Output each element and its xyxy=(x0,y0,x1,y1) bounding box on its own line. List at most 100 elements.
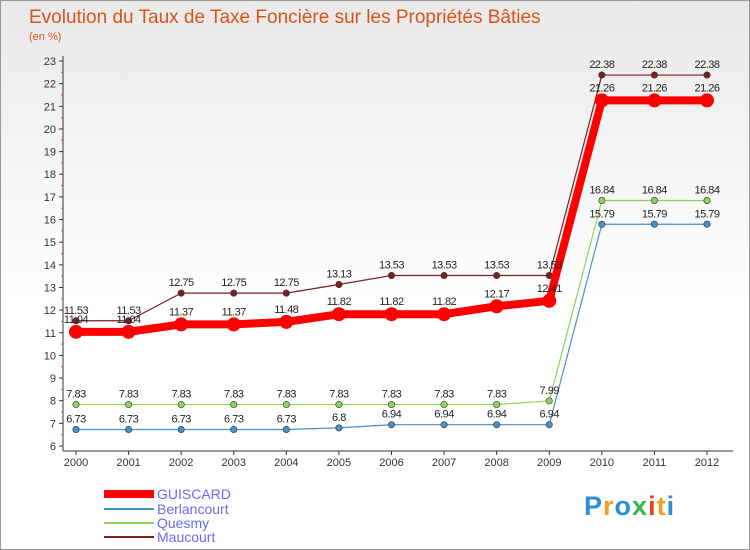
y-tick-label: 6 xyxy=(50,441,56,453)
data-label-maucourt: 13.53 xyxy=(379,259,404,271)
data-label-maucourt: 22.38 xyxy=(694,59,719,71)
data-label-berlancourt: 6.73 xyxy=(119,413,139,425)
y-tick-label: 8 xyxy=(50,396,56,408)
data-point-quesmy xyxy=(703,197,711,205)
data-point-guiscard xyxy=(279,314,294,329)
legend-item-quesmy[interactable]: Quesmy xyxy=(104,515,210,531)
x-tick-label: 2005 xyxy=(327,457,351,469)
y-tick-label: 13 xyxy=(44,282,56,294)
data-point-berlancourt xyxy=(230,425,238,433)
data-point-maucourt xyxy=(440,271,448,279)
data-label-quesmy: 7.99 xyxy=(540,385,560,397)
data-label-berlancourt: 6.94 xyxy=(382,409,402,421)
legend-label: Maucourt xyxy=(157,529,216,545)
logo-letter: P xyxy=(584,491,604,521)
legend-swatch-maucourt xyxy=(104,536,154,538)
data-label-quesmy: 7.83 xyxy=(277,389,297,401)
data-point-berlancourt xyxy=(598,220,606,228)
data-point-maucourt xyxy=(493,271,501,279)
data-label-berlancourt: 6.73 xyxy=(224,413,244,425)
data-label-maucourt: 12.75 xyxy=(274,277,299,289)
data-label-quesmy: 16.84 xyxy=(694,185,719,197)
data-point-maucourt xyxy=(177,289,185,297)
data-label-berlancourt: 6.94 xyxy=(434,409,454,421)
legend-item-guiscard[interactable]: GUISCARD xyxy=(104,486,231,502)
legend-label: Quesmy xyxy=(157,515,210,531)
data-point-berlancourt xyxy=(125,425,133,433)
data-point-quesmy xyxy=(230,401,238,409)
data-label-quesmy: 7.83 xyxy=(382,389,402,401)
data-point-quesmy xyxy=(387,401,395,409)
data-point-berlancourt xyxy=(282,425,290,433)
x-tick-label: 2004 xyxy=(274,457,298,469)
legend-item-berlancourt[interactable]: Berlancourt xyxy=(104,501,229,517)
y-tick-label: 7 xyxy=(50,418,56,430)
data-label-maucourt: 12.75 xyxy=(169,277,194,289)
data-label-maucourt: 13.53 xyxy=(537,259,562,271)
unit-label: (en %) xyxy=(29,31,62,43)
data-label-maucourt: 22.38 xyxy=(642,59,667,71)
data-point-berlancourt xyxy=(177,425,185,433)
data-point-maucourt xyxy=(387,271,395,279)
data-point-quesmy xyxy=(440,401,448,409)
data-label-quesmy: 7.83 xyxy=(329,389,349,401)
data-label-quesmy: 16.84 xyxy=(642,185,667,197)
y-tick-label: 9 xyxy=(50,373,56,385)
data-point-quesmy xyxy=(545,397,553,405)
data-label-maucourt: 22.38 xyxy=(589,59,614,71)
data-point-guiscard xyxy=(174,317,189,332)
data-label-berlancourt: 6.73 xyxy=(277,413,297,425)
data-point-guiscard xyxy=(594,93,609,108)
logo-letter: o xyxy=(614,491,633,521)
data-point-quesmy xyxy=(650,197,658,205)
logo-letter: i xyxy=(648,491,657,521)
data-label-berlancourt: 15.79 xyxy=(589,208,614,220)
legend-swatch-quesmy xyxy=(104,522,154,524)
data-label-guiscard: 21.26 xyxy=(694,82,719,94)
data-point-berlancourt xyxy=(703,220,711,228)
data-label-berlancourt: 6.73 xyxy=(66,413,86,425)
data-label-guiscard: 21.26 xyxy=(642,82,667,94)
data-label-berlancourt: 6.94 xyxy=(487,409,507,421)
data-point-maucourt xyxy=(230,289,238,297)
x-tick-label: 2000 xyxy=(64,457,88,469)
data-point-quesmy xyxy=(282,401,290,409)
data-point-quesmy xyxy=(72,401,80,409)
legend-item-maucourt[interactable]: Maucourt xyxy=(104,529,216,545)
data-label-maucourt: 13.53 xyxy=(484,259,509,271)
series-group xyxy=(69,71,714,433)
data-label-quesmy: 16.84 xyxy=(589,185,614,197)
x-ticks: 2000 2001 2002 2003 2004 2005 2006 2007 2008 2009… xyxy=(64,451,719,469)
proxiti-logo[interactable]: Proxiti xyxy=(584,491,675,522)
data-point-berlancourt xyxy=(440,421,448,429)
y-tick-label: 18 xyxy=(44,169,56,181)
x-tick-label: 2012 xyxy=(695,457,719,469)
y-tick-label: 21 xyxy=(44,101,56,113)
data-label-berlancourt: 6.8 xyxy=(332,412,346,424)
data-point-maucourt xyxy=(650,71,658,79)
data-label-guiscard: 11.37 xyxy=(169,306,194,318)
data-point-guiscard xyxy=(384,307,399,322)
x-tick-label: 2011 xyxy=(643,457,667,469)
data-label-maucourt: 11.53 xyxy=(116,305,141,317)
logo-letter: i xyxy=(666,491,676,521)
data-label-maucourt: 13.53 xyxy=(432,259,457,271)
data-labels: 11.53 11.53 12.75 12.75 12.75 13.13 13.53 13.53… xyxy=(64,59,721,425)
y-tick-label: 17 xyxy=(44,192,56,204)
data-point-quesmy xyxy=(335,401,343,409)
data-label-quesmy: 7.83 xyxy=(171,389,191,401)
data-label-maucourt: 12.75 xyxy=(221,277,246,289)
legend-swatch-guiscard xyxy=(104,490,154,498)
data-point-guiscard xyxy=(700,93,714,108)
y-tick-label: 20 xyxy=(44,124,56,136)
data-label-guiscard: 11.82 xyxy=(379,296,404,308)
y-tick-label: 23 xyxy=(44,56,56,68)
x-tick-label: 2003 xyxy=(222,457,246,469)
data-point-berlancourt xyxy=(545,421,553,429)
y-tick-label: 12 xyxy=(44,305,56,317)
y-tick-label: 11 xyxy=(45,328,56,340)
data-point-quesmy xyxy=(493,401,501,409)
logo-letter: r xyxy=(603,491,615,521)
data-label-guiscard: 12.17 xyxy=(484,288,509,300)
